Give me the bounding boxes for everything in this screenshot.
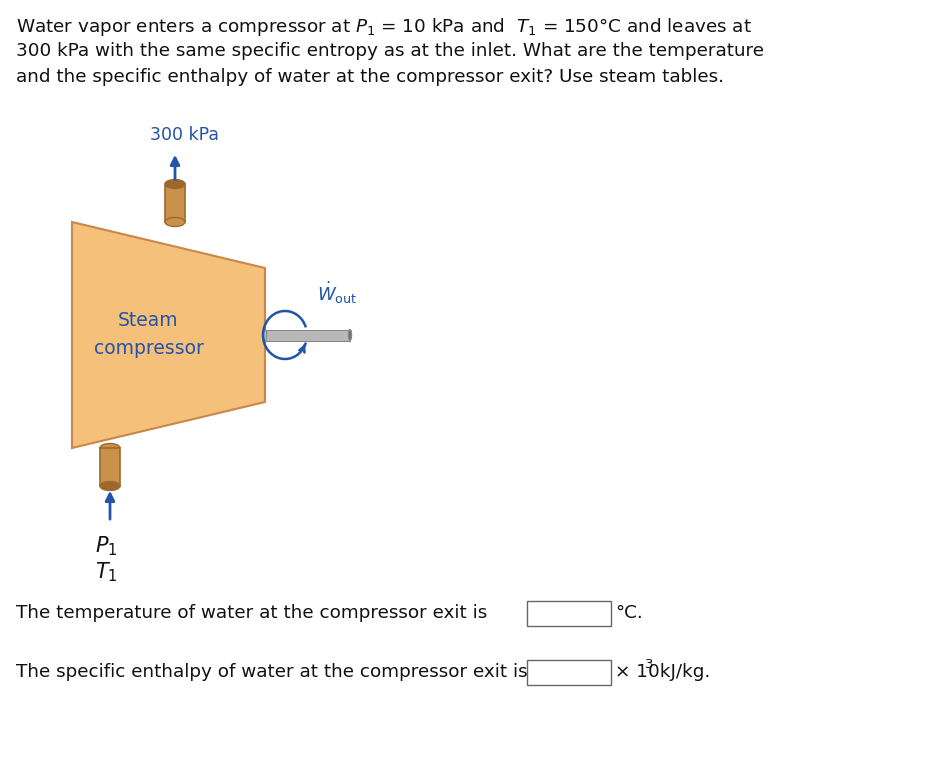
- FancyBboxPatch shape: [100, 448, 120, 486]
- Ellipse shape: [165, 218, 185, 227]
- Ellipse shape: [100, 443, 120, 453]
- Polygon shape: [72, 222, 265, 448]
- FancyBboxPatch shape: [265, 330, 350, 340]
- Text: Water vapor enters a compressor at $P_1$ = 10 kPa and  $T_1$ = 150°C and leaves : Water vapor enters a compressor at $P_1$…: [16, 16, 752, 38]
- Text: °C.: °C.: [615, 604, 643, 622]
- FancyBboxPatch shape: [527, 659, 611, 684]
- Ellipse shape: [165, 180, 185, 189]
- Text: kJ/kg.: kJ/kg.: [654, 663, 710, 681]
- Text: 3: 3: [645, 659, 654, 672]
- Text: $P_1$: $P_1$: [94, 534, 118, 558]
- Ellipse shape: [348, 330, 351, 340]
- Text: × 10: × 10: [615, 663, 659, 681]
- Text: compressor: compressor: [93, 340, 204, 359]
- Text: The specific enthalpy of water at the compressor exit is: The specific enthalpy of water at the co…: [16, 663, 528, 681]
- Ellipse shape: [100, 481, 120, 490]
- Text: Steam: Steam: [119, 312, 178, 330]
- Text: The temperature of water at the compressor exit is: The temperature of water at the compress…: [16, 604, 488, 622]
- FancyBboxPatch shape: [165, 184, 185, 222]
- Text: 300 kPa: 300 kPa: [150, 126, 219, 144]
- Text: 300 kPa with the same specific entropy as at the inlet. What are the temperature: 300 kPa with the same specific entropy a…: [16, 42, 764, 60]
- Text: and the specific enthalpy of water at the compressor exit? Use steam tables.: and the specific enthalpy of water at th…: [16, 68, 724, 86]
- Ellipse shape: [263, 330, 266, 340]
- Text: $T_1$: $T_1$: [94, 560, 118, 584]
- Text: $\dot{W}_{\mathrm{out}}$: $\dot{W}_{\mathrm{out}}$: [317, 280, 358, 306]
- FancyBboxPatch shape: [527, 600, 611, 625]
